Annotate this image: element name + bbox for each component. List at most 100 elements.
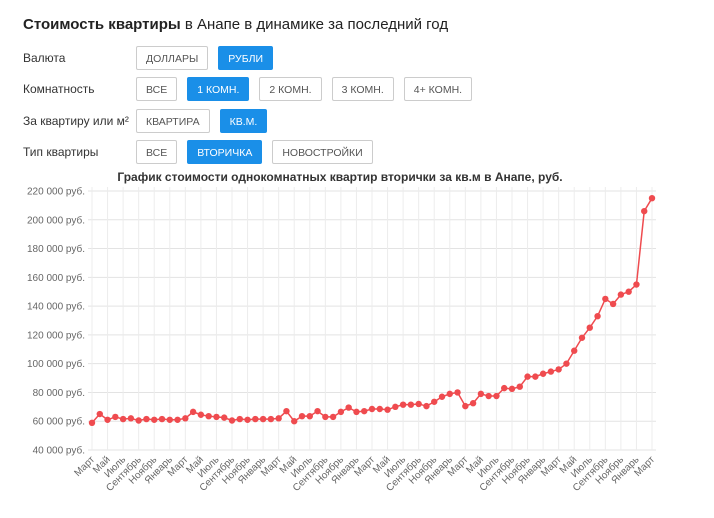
point <box>143 415 150 423</box>
point <box>641 207 648 215</box>
point <box>469 400 477 407</box>
point <box>353 408 360 416</box>
point <box>454 389 461 396</box>
filter-label: Тип квартиры <box>23 145 99 159</box>
point <box>462 402 469 410</box>
point <box>547 368 555 375</box>
point <box>602 295 609 303</box>
filter-button[interactable]: 3 КОМН. <box>331 77 394 101</box>
point <box>625 288 632 295</box>
point <box>555 366 562 373</box>
point <box>648 194 656 202</box>
point <box>361 407 368 415</box>
filter-button[interactable]: 2 КОМН. <box>259 77 322 101</box>
point <box>392 403 399 411</box>
filter-button[interactable]: РУБЛИ <box>218 46 274 70</box>
y-tick-label: 200 000 руб. <box>27 214 85 226</box>
point <box>539 370 547 377</box>
point <box>236 415 243 423</box>
point <box>322 413 329 421</box>
point <box>197 411 205 418</box>
filter-label: За квартиру или м² <box>23 114 129 128</box>
point <box>532 373 539 380</box>
point <box>477 390 485 398</box>
point <box>306 412 313 420</box>
point <box>423 402 430 410</box>
y-tick-label: 40 000 руб. <box>33 445 85 457</box>
filter-button[interactable]: 1 КОМН. <box>187 77 250 101</box>
y-tick-label: 220 000 руб. <box>27 186 85 198</box>
title-bold: Стоимость квартиры <box>23 16 181 33</box>
filter-button[interactable]: ВСЕ <box>136 140 178 164</box>
point <box>578 334 586 341</box>
point <box>376 405 383 413</box>
point <box>127 415 135 422</box>
filter-button[interactable]: 4+ КОМН. <box>403 77 473 101</box>
title-rest: в Анапе в динамике за последний год <box>184 16 449 33</box>
y-tick-label: 60 000 руб. <box>33 416 85 428</box>
point <box>485 392 492 400</box>
point <box>252 415 259 423</box>
point <box>571 347 578 354</box>
filter-button[interactable]: КВ.М. <box>219 109 268 133</box>
point <box>213 413 220 421</box>
point <box>174 416 181 423</box>
point <box>221 414 228 421</box>
point <box>205 412 212 420</box>
filter-row: Валюта ДОЛЛАРЫ РУБЛИ <box>23 45 283 71</box>
point <box>508 385 516 393</box>
point <box>244 416 251 423</box>
header: Стоимость квартиры в Анапе в динамике за… <box>23 16 448 33</box>
point <box>112 413 119 421</box>
filter-button[interactable]: ВТОРИЧКА <box>187 140 263 164</box>
point <box>399 401 407 408</box>
y-tick-label: 140 000 руб. <box>27 301 85 313</box>
point <box>633 281 640 288</box>
filter-label: Комнатность <box>23 82 95 96</box>
filter-row: Комнатность ВСЕ 1 КОМН. 2 КОМН. 3 КОМН. 4+ КО… <box>23 76 482 102</box>
point <box>438 393 446 400</box>
point <box>384 406 391 413</box>
point <box>314 407 321 415</box>
point <box>283 407 290 415</box>
point <box>88 419 96 427</box>
point <box>275 415 282 422</box>
point <box>516 383 523 390</box>
filter-button[interactable]: ДОЛЛАРЫ <box>136 46 209 70</box>
point <box>493 392 500 400</box>
point <box>158 415 166 423</box>
point <box>104 416 111 423</box>
point <box>337 408 345 416</box>
point <box>501 384 508 392</box>
point <box>524 373 531 380</box>
filter-row: Тип квартиры ВСЕ ВТОРИЧКА НОВОСТРОЙКИ <box>23 139 383 165</box>
point <box>298 412 306 420</box>
point <box>166 416 173 423</box>
point <box>345 404 352 411</box>
y-tick-label: 120 000 руб. <box>27 329 85 341</box>
point <box>228 417 236 424</box>
point <box>267 415 275 423</box>
point <box>259 415 267 423</box>
point <box>135 417 142 424</box>
point <box>151 416 158 423</box>
filter-button[interactable]: КВАРТИРА <box>136 109 210 133</box>
point <box>189 408 197 416</box>
filter-button[interactable]: НОВОСТРОЙКИ <box>272 140 373 164</box>
chart-title: График стоимости однокомнатных квартир в… <box>117 170 562 184</box>
point <box>182 415 189 422</box>
point <box>415 400 422 408</box>
filter-row: За квартиру или м² КВАРТИРА КВ.М. <box>23 108 277 134</box>
y-tick-label: 160 000 руб. <box>27 272 85 284</box>
point <box>119 415 127 423</box>
filter-button[interactable]: ВСЕ <box>136 77 178 101</box>
point <box>609 300 617 308</box>
point <box>291 418 298 425</box>
point <box>563 360 570 367</box>
point <box>586 324 593 331</box>
y-tick-label: 180 000 руб. <box>27 243 85 255</box>
point <box>446 390 453 398</box>
y-tick-label: 100 000 руб. <box>27 358 85 370</box>
